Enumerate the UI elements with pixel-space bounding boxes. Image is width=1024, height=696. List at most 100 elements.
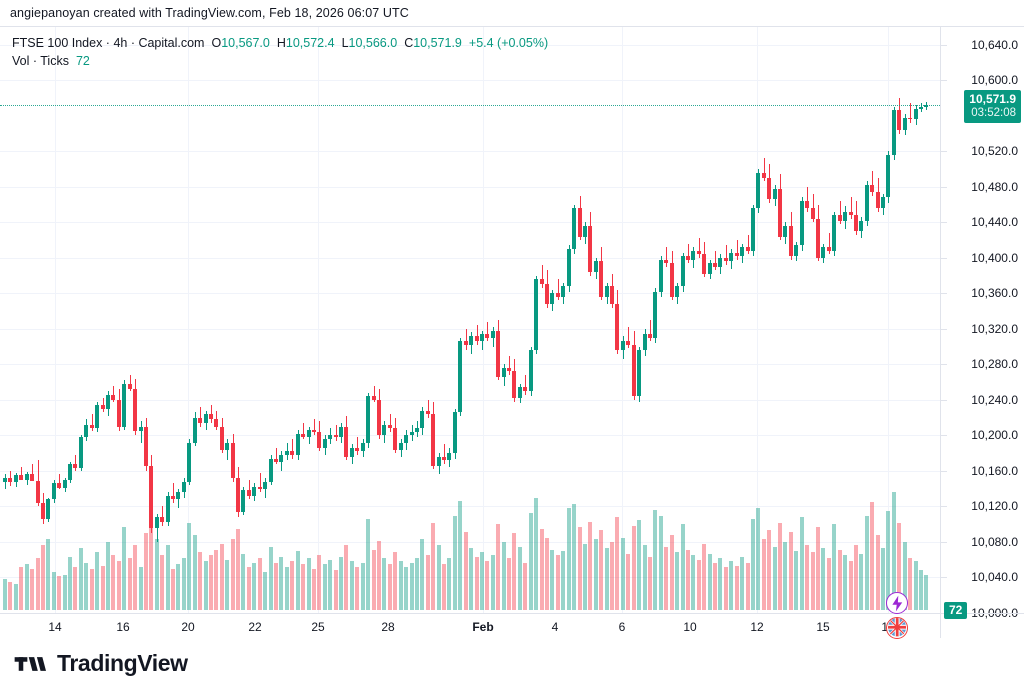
candle-body [89,424,94,429]
grid-line-vertical [188,27,189,613]
legend-interval[interactable]: 4h [113,36,128,50]
candle-wick [173,483,175,503]
lightning-bolt-icon[interactable] [886,592,908,614]
candle-body [116,399,121,427]
current-price-value: 10,571.9 [969,92,1016,107]
candle-body [404,435,409,443]
candle-body [642,334,647,351]
volume-bar [176,564,181,610]
price-axis-label: 10,360.0 [971,286,1018,301]
candle-body [46,499,51,519]
candle-body [740,247,745,257]
candle-wick [557,279,559,301]
volume-bar [68,556,73,610]
volume-bar [203,561,208,610]
candle-body [425,410,430,415]
legend-symbol[interactable]: FTSE 100 Index [12,36,103,50]
volume-bar [902,542,907,610]
candle-body [295,433,300,455]
grid-line-horizontal [0,400,940,401]
legend-change-value: +5.4 (+0.05%) [468,36,549,50]
legend-high-value: 10,572.4 [285,36,335,50]
price-tick [941,329,947,330]
volume-bar [691,555,696,610]
candle-wick [156,513,158,542]
candle-wick [628,327,630,349]
candle-body [376,399,381,436]
candle-body [371,396,376,400]
candle-body [35,480,40,503]
grid-line-vertical [757,27,758,613]
volume-bar [826,558,831,610]
volume-bar [268,546,273,610]
candle-body [8,478,13,483]
uk-flag-icon[interactable] [886,617,908,639]
volume-bar [366,518,371,610]
price-axis-label: 10,080.0 [971,534,1018,549]
candle-body [572,208,577,249]
footer: TradingView [0,638,1024,696]
volume-bar [284,567,289,610]
candle-body [647,334,652,338]
candle-wick [276,447,277,464]
candle-wick [747,234,749,255]
legend-volume-label[interactable]: Vol · Ticks [12,54,69,68]
chart-plot-area[interactable] [0,27,940,613]
time-axis-label: 10 [683,620,697,634]
candle-body [794,245,799,257]
time-scale[interactable]: 141620222528Feb4610121518 [0,613,940,639]
candle-wick [715,250,717,271]
volume-bar [62,574,67,610]
candle-wick [666,247,668,267]
candle-body [349,447,354,457]
volume-bar [593,539,598,610]
volume-bar [853,545,858,610]
legend-sep-1: · [102,36,114,50]
legend-open-value: 10,567.0 [221,36,270,50]
candle-body [382,424,387,436]
legend-close-prefix: C [404,36,414,50]
volume-bar [458,500,463,610]
volume-bar [664,546,669,610]
volume-bar [680,524,685,610]
candle-body [203,414,208,423]
candle-body [853,215,858,232]
candle-wick [465,328,467,351]
candle-body [864,185,869,221]
candle-body [479,334,484,342]
candle-body [577,208,582,237]
volume-bar [306,558,311,610]
time-axis-label: 12 [750,620,764,634]
candle-body [149,465,154,528]
tradingview-logo: TradingView [14,652,188,675]
volume-bar [653,509,658,610]
legend-exchange[interactable]: Capital.com [138,36,205,50]
volume-bar [154,539,159,610]
candle-body [57,483,62,488]
legend-volume-value: 72 [75,54,90,68]
volume-bar [208,555,213,610]
candle-body [344,426,349,457]
candle-body [214,419,219,427]
volume-bar [870,502,875,610]
price-scale[interactable]: 10,571.9 03:52:08 72 10,640.0 10,600.0 10,… [940,27,1024,620]
volume-bar [241,553,246,610]
time-axis-label: 28 [381,620,395,634]
candle-body [317,431,322,448]
candle-body [902,117,907,130]
grid-line-vertical [483,27,484,613]
volume-bar [631,525,636,610]
candle-body [246,490,251,496]
price-tick [941,577,947,578]
candle-body [322,438,327,448]
volume-bar [219,543,224,610]
candle-wick [313,419,315,436]
price-tick [941,364,947,365]
volume-bar [257,558,262,610]
candle-body [171,495,176,500]
candle-body [767,177,772,200]
volume-bar [805,545,810,610]
candle-body [799,201,804,246]
candle-body [761,172,766,178]
volume-bar [290,561,295,610]
